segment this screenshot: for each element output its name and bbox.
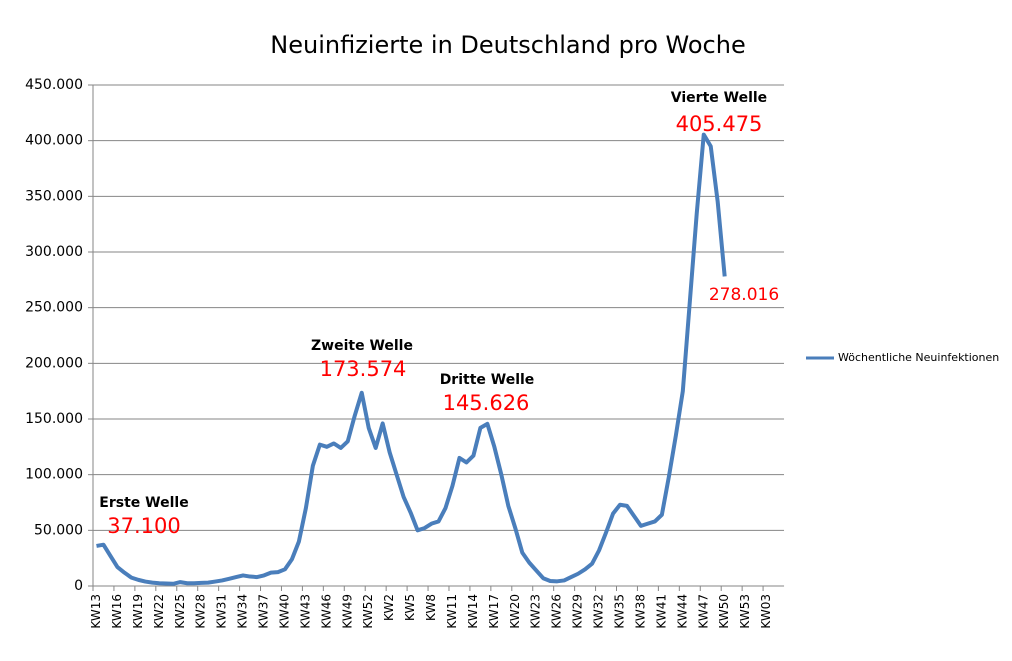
annotation: Zweite Welle [311, 338, 413, 354]
x-tick-label: KW52 [361, 594, 375, 629]
data-label: 405.475 [676, 112, 763, 136]
x-tick-label: KW38 [633, 594, 647, 629]
annotation: Erste Welle [99, 495, 188, 511]
x-tick-label: KW17 [487, 594, 501, 629]
x-tick-label: KW43 [298, 594, 312, 629]
x-tick-label: KW31 [215, 594, 229, 629]
x-tick-label: KW23 [529, 594, 543, 629]
data-label: 145.626 [443, 391, 530, 415]
x-tick-label: KW26 [550, 594, 564, 629]
data-label: 173.574 [320, 357, 407, 381]
x-tick-label: KW34 [236, 594, 250, 629]
y-tick-label: 200.000 [25, 355, 83, 371]
x-tick-label: KW28 [194, 594, 208, 629]
x-tick-label: KW2 [382, 594, 396, 621]
x-tick-label: KW35 [612, 594, 626, 629]
x-tick-label: KW53 [738, 594, 752, 629]
annotation: Vierte Welle [671, 90, 767, 106]
data-label: 278.016 [709, 285, 779, 305]
y-tick-label: 300.000 [25, 244, 83, 260]
x-tick-label: KW41 [654, 594, 668, 629]
annotation: Dritte Welle [440, 372, 535, 388]
x-tick-label: KW44 [675, 594, 689, 629]
legend-label: Wöchentliche Neuinfektionen [838, 351, 999, 364]
x-tick-label: KW46 [319, 594, 333, 629]
y-tick-label: 450.000 [25, 77, 83, 93]
y-tick-label: 50.000 [34, 522, 83, 538]
y-tick-label: 350.000 [25, 188, 83, 204]
data-label: 37.100 [107, 514, 180, 538]
y-tick-label: 0 [74, 578, 83, 594]
x-tick-label: KW22 [152, 594, 166, 629]
x-tick-label: KW5 [403, 594, 417, 621]
x-tick-label: KW25 [173, 594, 187, 629]
chart-title: Neuinfizierte in Deutschland pro Woche [270, 31, 745, 59]
x-tick-label: KW11 [445, 594, 459, 629]
x-tick-label: KW03 [759, 594, 773, 629]
x-tick-label: KW49 [340, 594, 354, 629]
x-tick-label: KW32 [592, 594, 606, 629]
x-tick-label: KW16 [110, 594, 124, 629]
y-tick-label: 150.000 [25, 411, 83, 427]
x-tick-label: KW47 [696, 594, 710, 629]
x-tick-label: KW19 [131, 594, 145, 629]
x-tick-label: KW13 [89, 594, 103, 629]
x-tick-label: KW8 [424, 594, 438, 621]
x-tick-label: KW29 [571, 594, 585, 629]
y-tick-label: 400.000 [25, 133, 83, 149]
x-tick-label: KW14 [466, 594, 480, 629]
y-tick-label: 250.000 [25, 300, 83, 316]
x-tick-label: KW50 [717, 594, 731, 629]
x-tick-label: KW20 [508, 594, 522, 629]
x-tick-label: KW40 [277, 594, 291, 629]
y-tick-label: 100.000 [25, 467, 83, 483]
x-tick-label: KW37 [257, 594, 271, 629]
line [96, 132, 727, 586]
